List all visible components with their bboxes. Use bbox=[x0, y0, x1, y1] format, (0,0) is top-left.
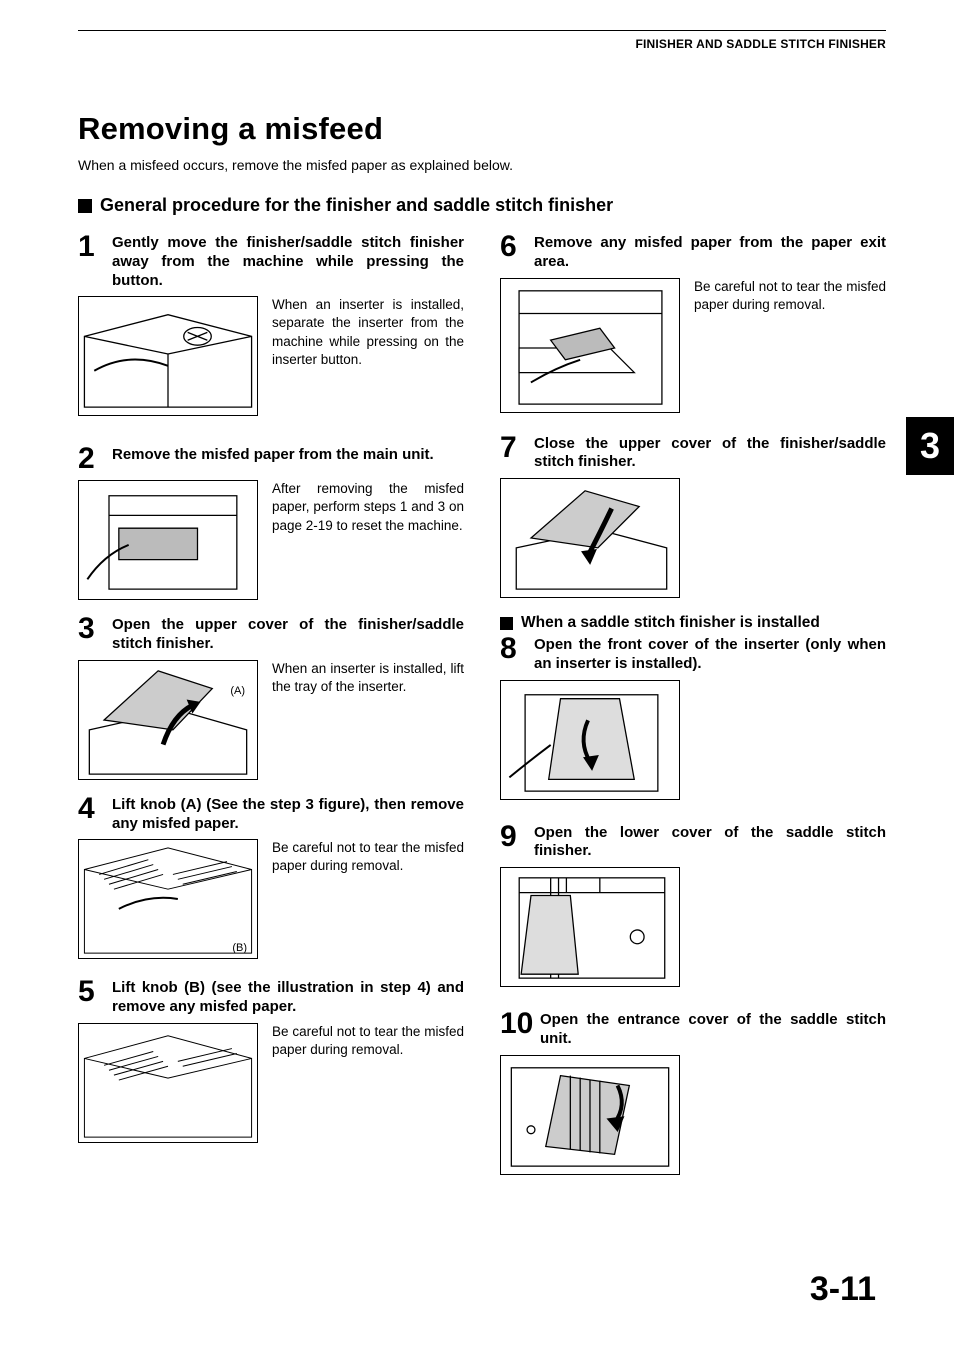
page-number: 3-11 bbox=[810, 1270, 876, 1309]
step-number: 10 bbox=[500, 1009, 540, 1039]
page: FINISHER AND SADDLE STITCH FINISHER Remo… bbox=[0, 0, 954, 1351]
step-title: Open the upper cover of the finisher/sad… bbox=[112, 614, 464, 654]
step-2: 2 Remove the misfed paper from the main … bbox=[78, 444, 464, 600]
left-column: 1 Gently move the finisher/saddle stitch… bbox=[78, 222, 464, 1185]
header-label: FINISHER AND SADDLE STITCH FINISHER bbox=[78, 37, 886, 51]
step-title: Open the entrance cover of the saddle st… bbox=[540, 1009, 886, 1049]
step-9: 9 Open the lower cover of the saddle sti… bbox=[500, 822, 886, 988]
step-5: 5 Lift knob (B) (see the illustration in… bbox=[78, 977, 464, 1143]
step-desc: Be careful not to tear the misfed paper … bbox=[272, 1023, 464, 1143]
step-desc: When an inserter is installed, lift the … bbox=[272, 660, 464, 780]
step-number: 5 bbox=[78, 977, 112, 1007]
step-number: 7 bbox=[500, 433, 534, 463]
step-title: Lift knob (A) (See the step 3 figure), t… bbox=[112, 794, 464, 834]
intro-text: When a misfeed occurs, remove the misfed… bbox=[78, 157, 886, 173]
step-title: Open the lower cover of the saddle stitc… bbox=[534, 822, 886, 862]
step-number: 4 bbox=[78, 794, 112, 824]
columns: 1 Gently move the finisher/saddle stitch… bbox=[78, 222, 886, 1185]
step-number: 9 bbox=[500, 822, 534, 852]
step-figure bbox=[500, 478, 680, 598]
header-rule bbox=[78, 30, 886, 31]
step-title: Open the front cover of the inserter (on… bbox=[534, 634, 886, 674]
page-title: Removing a misfeed bbox=[78, 111, 886, 147]
step-number: 8 bbox=[500, 634, 534, 664]
square-bullet-icon bbox=[78, 199, 92, 213]
square-bullet-icon bbox=[500, 617, 513, 630]
section1-heading-text: General procedure for the finisher and s… bbox=[100, 195, 613, 216]
right-column: 6 Remove any misfed paper from the paper… bbox=[500, 222, 886, 1185]
step-4: 4 Lift knob (A) (See the step 3 figure),… bbox=[78, 794, 464, 960]
step-figure bbox=[500, 278, 680, 413]
step-title: Remove any misfed paper from the paper e… bbox=[534, 232, 886, 272]
step-figure bbox=[500, 680, 680, 800]
section1-heading: General procedure for the finisher and s… bbox=[78, 195, 886, 216]
figure-label-b: (B) bbox=[232, 942, 247, 954]
step-figure: (B) bbox=[78, 839, 258, 959]
step-6: 6 Remove any misfed paper from the paper… bbox=[500, 232, 886, 413]
step-1: 1 Gently move the finisher/saddle stitch… bbox=[78, 232, 464, 416]
step-desc: When an inserter is installed, separate … bbox=[272, 296, 464, 416]
step-figure: (A) bbox=[78, 660, 258, 780]
chapter-tab: 3 bbox=[906, 417, 954, 475]
step-title: Close the upper cover of the finisher/sa… bbox=[534, 433, 886, 473]
step-figure bbox=[78, 296, 258, 416]
section2-heading: When a saddle stitch finisher is install… bbox=[500, 614, 886, 632]
step-desc: After removing the misfed paper, perform… bbox=[272, 480, 464, 600]
step-figure bbox=[78, 480, 258, 600]
step-figure bbox=[500, 867, 680, 987]
step-number: 2 bbox=[78, 444, 112, 474]
step-title: Gently move the finisher/saddle stitch f… bbox=[112, 232, 464, 290]
step-desc: Be careful not to tear the misfed paper … bbox=[694, 278, 886, 413]
figure-label-a: (A) bbox=[230, 685, 245, 697]
step-number: 6 bbox=[500, 232, 534, 262]
step-7: 7 Close the upper cover of the finisher/… bbox=[500, 433, 886, 599]
step-3: 3 Open the upper cover of the finisher/s… bbox=[78, 614, 464, 780]
step-title: Remove the misfed paper from the main un… bbox=[112, 444, 434, 465]
step-8: 8 Open the front cover of the inserter (… bbox=[500, 634, 886, 800]
step-figure bbox=[500, 1055, 680, 1175]
step-figure bbox=[78, 1023, 258, 1143]
step-10: 10 Open the entrance cover of the saddle… bbox=[500, 1009, 886, 1175]
step-number: 3 bbox=[78, 614, 112, 644]
step-number: 1 bbox=[78, 232, 112, 262]
step-desc: Be careful not to tear the misfed paper … bbox=[272, 839, 464, 959]
step-title: Lift knob (B) (see the illustration in s… bbox=[112, 977, 464, 1017]
section2-heading-text: When a saddle stitch finisher is install… bbox=[521, 614, 820, 632]
